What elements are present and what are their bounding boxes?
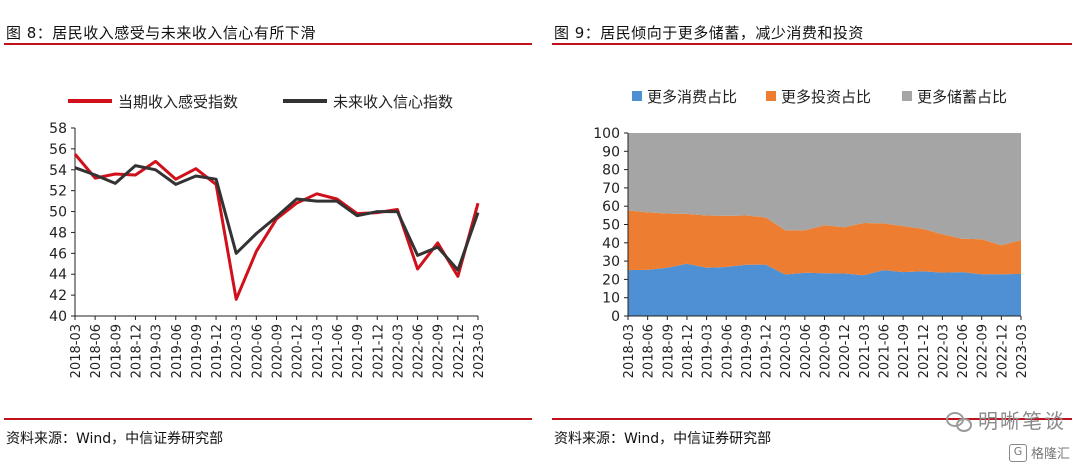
x-tick-label: 2021-09 [351,324,366,378]
savings-share-area-chart: 0 10 20 30 40 50 60 70 80 90 100 2018-03 2018-06 2018… [593,88,1030,378]
source-divider [552,418,1072,420]
x-tick-label: 2021-09 [897,324,912,378]
x-tick-label: 2022-09 [432,324,447,378]
area-series-3 [628,133,1021,246]
y-tick-label: 80 [602,163,620,179]
y-tick-label: 40 [49,309,67,325]
y-tick-label: 52 [49,184,67,200]
y-tick-label: 42 [49,288,67,304]
badge-logo-icon: G [1008,443,1027,462]
title-divider [4,43,532,45]
figure-9-source: 资料来源：Wind，中信证券研究部 [554,431,772,447]
x-tick-label: 2019-09 [740,324,755,378]
x-tick-label: 2022-03 [936,324,951,378]
watermark-text: 明晰笔谈 [978,409,1066,433]
y-tick-label: 0 [611,309,620,325]
x-tick-label: 2020-03 [779,324,794,378]
y-tick-label: 20 [602,272,620,288]
x-tick-label: 2019-03 [701,324,716,378]
y-tick-label: 54 [49,163,67,179]
x-tick-label: 2020-06 [250,324,265,378]
x-tick-label: 2018-12 [681,324,696,378]
legend-label: 更多投资占比 [781,88,871,106]
x-tick-label: 2022-06 [956,324,971,378]
y-tick-label: 50 [602,218,620,234]
x-tick-label: 2019-03 [150,324,165,378]
legend-swatch [902,91,912,101]
x-tick-label: 2019-06 [170,324,185,378]
x-tick-label: 2018-09 [661,324,676,378]
x-tick-label: 2022-06 [412,324,427,378]
x-tick-label: 2022-12 [995,324,1010,378]
y-tick-label: 50 [49,205,67,221]
y-tick-label: 90 [602,144,620,160]
x-tick-label: 2023-03 [472,324,487,378]
source-divider [4,418,532,420]
x-tick-label: 2020-06 [799,324,814,378]
x-tick-label: 2023-03 [1015,324,1030,378]
watermark: 明晰笔谈 [946,405,1066,434]
y-tick-label: 70 [602,181,620,197]
y-tick-label: 60 [602,199,620,215]
x-tick-label: 2018-06 [642,324,657,378]
x-tick-label: 2018-03 [69,324,84,378]
y-tick-label: 44 [49,267,67,283]
x-tick-label: 2022-09 [976,324,991,378]
area-series-2 [628,210,1021,276]
y-tick-label: 56 [49,142,67,158]
x-tick-label: 2021-03 [311,324,326,378]
x-tick-label: 2020-09 [819,324,834,378]
x-tick-label: 2019-12 [760,324,775,378]
series-line-2 [74,164,480,272]
x-tick-label: 2020-12 [838,324,853,378]
y-tick-label: 48 [49,225,67,241]
series-line-1 [73,153,480,301]
y-tick-label: 40 [602,236,620,252]
x-tick-label: 2018-06 [89,324,104,378]
x-tick-label: 2019-06 [720,324,735,378]
x-tick-label: 2020-03 [230,324,245,378]
figure-8-source: 资料来源：Wind，中信证券研究部 [6,431,224,447]
x-tick-label: 2021-06 [877,324,892,378]
x-tick-label: 2021-12 [917,324,932,378]
wechat-icon [946,410,972,432]
legend-label: 当期收入感受指数 [118,93,238,111]
x-tick-label: 2022-03 [391,324,406,378]
x-tick-label: 2018-09 [109,324,124,378]
x-tick-label: 2022-12 [452,324,467,378]
legend-label: 未来收入信心指数 [333,93,453,111]
income-index-line-chart: 40 42 44 46 48 50 52 54 56 58 2018-03 2018-06 2018-0… [49,93,487,378]
x-tick-label: 2021-03 [858,324,873,378]
x-tick-label: 2020-12 [291,324,306,378]
y-tick-label: 100 [593,126,620,142]
source-badge: G 格隆汇 [1008,443,1070,462]
figure-8-panel: 图 8：居民收入感受与未来收入信心有所下滑 40 42 44 46 48 50 52 54 56… [4,24,532,447]
x-tick-label: 2021-12 [371,324,386,378]
figure-9-title: 图 9：居民倾向于更多储蓄，减少消费和投资 [554,24,864,42]
legend-label: 更多储蓄占比 [917,88,1007,106]
x-tick-label: 2019-12 [210,324,225,378]
y-tick-label: 10 [602,291,620,307]
y-tick-label: 46 [49,246,67,262]
legend-label: 更多消费占比 [647,88,737,106]
x-tick-label: 2018-03 [622,324,637,378]
x-tick-label: 2020-09 [271,324,286,378]
y-tick-label: 30 [602,254,620,270]
figure-9-panel: 图 9：居民倾向于更多储蓄，减少消费和投资 0 10 20 30 40 50 60 70 80 9… [548,0,1080,468]
x-tick-label: 2018-12 [129,324,144,378]
x-tick-label: 2019-09 [190,324,205,378]
area-series-1 [628,263,1021,316]
title-divider [552,43,1072,45]
y-tick-label: 58 [49,121,67,137]
x-tick-label: 2021-06 [331,324,346,378]
legend-swatch [766,91,776,101]
figure-8-title: 图 8：居民收入感受与未来收入信心有所下滑 [6,24,316,42]
legend-swatch [632,91,642,101]
badge-text: 格隆汇 [1030,447,1070,462]
